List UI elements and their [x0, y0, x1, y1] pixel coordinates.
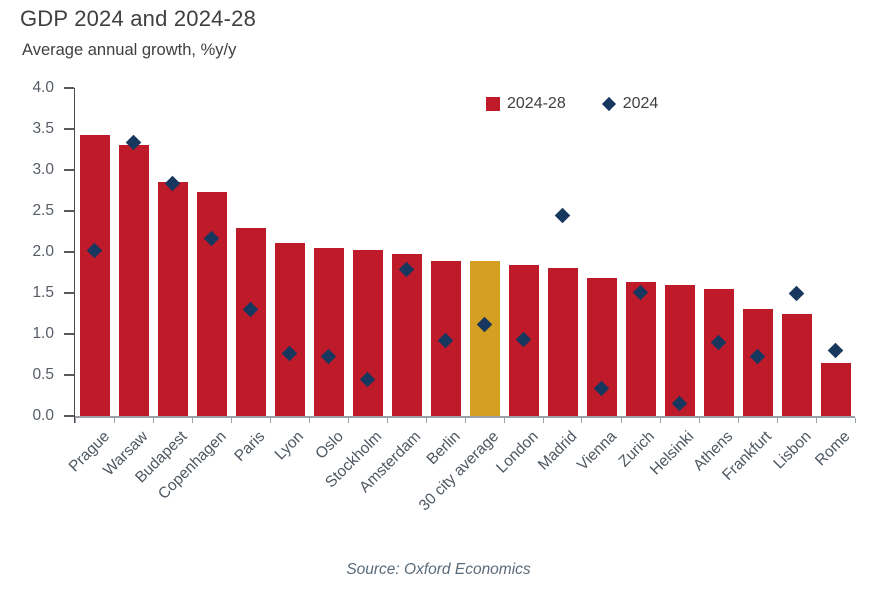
y-axis-label-2.0: 2.0	[32, 243, 54, 260]
plot-area	[64, 87, 856, 423]
bar-oslo	[313, 247, 344, 416]
legend: 2024-28 2024	[486, 95, 658, 113]
source-note: Source: Oxford Economics	[346, 561, 531, 578]
x-axis-label-lyon: Lyon	[272, 428, 308, 464]
bar-athens	[703, 288, 734, 416]
bar-lyon	[274, 242, 305, 416]
x-axis-label-copenhagen: Copenhagen	[154, 428, 230, 503]
x-axis-labels: Prague Warsaw Budapest Copenhagen Paris Lyon O…	[65, 420, 854, 560]
x-axis-label-athens: Athens	[690, 428, 737, 475]
x-tick-10	[464, 418, 466, 423]
legend-label-bars: 2024-28	[507, 95, 566, 112]
bar-zurich	[625, 282, 656, 416]
bar-copenhagen	[196, 192, 227, 416]
x-tick-1	[113, 418, 115, 423]
chart-subtitle: Average annual growth, %y/y	[22, 41, 237, 59]
bar-budapest	[157, 182, 188, 416]
y-tick-0.0	[64, 415, 74, 417]
marker-rome	[827, 342, 844, 359]
y-axis-label-4.0: 4.0	[32, 79, 54, 96]
x-axis-label-madrid: Madrid	[534, 428, 581, 474]
y-axis-label-0.0: 0.0	[32, 407, 54, 424]
legend-label-markers: 2024	[622, 95, 659, 112]
marker-madrid	[554, 208, 571, 224]
x-tick-18	[776, 418, 778, 423]
x-axis-label-prague: Prague	[65, 428, 113, 476]
y-tick-3.5	[64, 128, 74, 130]
y-tick-2.0	[64, 251, 74, 253]
x-axis-label-zurich: Zurich	[616, 428, 659, 471]
bar-helsinki	[664, 284, 695, 416]
marker-lisbon	[788, 285, 805, 301]
x-tick-7	[347, 418, 349, 423]
y-axis-label-1.0: 1.0	[32, 325, 54, 342]
y-tick-4.0	[64, 87, 74, 89]
x-tick-11	[503, 418, 505, 423]
x-tick-5	[269, 418, 271, 423]
x-tick-8	[386, 418, 388, 423]
bar-paris	[235, 228, 266, 416]
x-axis-label-vienna: Vienna	[573, 428, 620, 474]
bar-rome	[820, 362, 851, 416]
legend-item-bars: 2024-28	[486, 95, 566, 113]
y-axis-label-1.5: 1.5	[32, 284, 54, 301]
x-axis-label-30-city-average: 30 city average	[416, 428, 503, 515]
x-axis-label-paris: Paris	[231, 428, 269, 466]
y-axis-labels: 0.0 0.5 1.0 1.5 2.0 2.5 3.0 3.5 4.0	[0, 79, 58, 424]
x-axis-label-helsinki: Helsinki	[647, 428, 698, 479]
x-tick-19	[815, 418, 817, 423]
x-tick-2	[152, 418, 154, 423]
chart-title: GDP 2024 and 2024-28	[20, 6, 256, 31]
x-axis-label-frankfurt: Frankfurt	[719, 428, 776, 484]
bar-lisbon	[781, 313, 812, 416]
y-axis-line	[73, 416, 75, 423]
y-axis-label-0.5: 0.5	[32, 366, 54, 383]
legend-item-markers: 2024	[601, 95, 659, 113]
bar-series-swatch-icon	[486, 97, 500, 111]
x-axis-label-oslo: Oslo	[311, 428, 347, 463]
y-tick-3.0	[64, 169, 74, 171]
x-axis-label-rome: Rome	[812, 428, 854, 470]
x-tick-15	[659, 418, 661, 423]
x-tick-6	[308, 418, 310, 423]
bar-madrid	[547, 268, 578, 416]
y-tick-0.5	[64, 374, 74, 376]
x-axis-label-warsaw: Warsaw	[100, 428, 152, 480]
x-tick-12	[542, 418, 544, 423]
x-tick-4	[230, 418, 232, 423]
bar-warsaw	[118, 145, 149, 416]
x-tick-3	[191, 418, 193, 423]
x-tick-13	[581, 418, 583, 423]
x-tick-20	[854, 418, 856, 423]
bar-30-city-average	[469, 261, 500, 416]
y-tick-1.5	[64, 292, 74, 294]
bar-amsterdam	[391, 254, 422, 416]
x-tick-16	[698, 418, 700, 423]
x-axis-label-london: London	[492, 428, 542, 477]
x-axis-label-budapest: Budapest	[132, 428, 191, 487]
x-tick-0	[74, 418, 76, 423]
bar-prague	[79, 134, 110, 416]
y-axis-label-3.5: 3.5	[32, 120, 54, 137]
x-axis-label-amsterdam: Amsterdam	[356, 428, 425, 497]
x-tick-17	[737, 418, 739, 423]
x-axis-label-berlin: Berlin	[423, 428, 464, 469]
y-tick-2.5	[64, 210, 74, 212]
y-tick-1.0	[64, 333, 74, 335]
y-axis-label-3.0: 3.0	[32, 161, 54, 178]
y-axis-label-2.5: 2.5	[32, 202, 54, 219]
bar-stockholm	[352, 250, 383, 416]
diamond-series-swatch-icon	[601, 96, 616, 112]
x-tick-14	[620, 418, 622, 423]
x-axis-label-stockholm: Stockholm	[322, 428, 386, 492]
x-axis-label-lisbon: Lisbon	[770, 428, 815, 473]
x-tick-9	[425, 418, 427, 423]
